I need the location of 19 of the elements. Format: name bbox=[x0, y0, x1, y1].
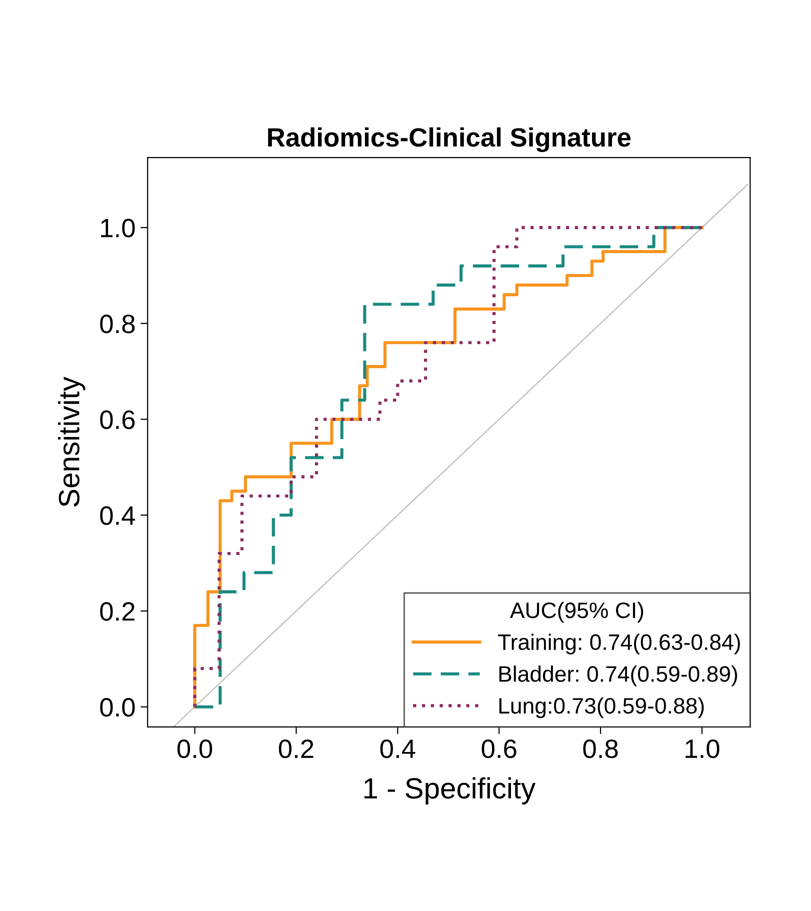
y-axis-title: Sensitivity bbox=[58, 376, 86, 507]
x-axis-title: 1 - Specificity bbox=[364, 777, 536, 804]
x-tick-label: 0.8 bbox=[583, 739, 618, 758]
y-tick-label: 0.2 bbox=[100, 602, 134, 621]
x-tick-label: 0.0 bbox=[177, 739, 212, 758]
legend-label: Lung:0.73(0.59-0.88) bbox=[499, 697, 704, 718]
y-tick-label: 0.4 bbox=[100, 506, 136, 525]
y-tick-label: 0.8 bbox=[100, 314, 135, 334]
legend-label: Training: 0.74(0.63-0.84) bbox=[498, 634, 740, 654]
y-tick-label: 0.6 bbox=[100, 410, 135, 430]
legend-label: Bladder: 0.74(0.59-0.89) bbox=[499, 666, 738, 686]
legend-title: AUC(95% CI) bbox=[510, 602, 644, 623]
x-tick-label: 0.2 bbox=[278, 739, 314, 758]
x-tick-label: 0.4 bbox=[380, 739, 416, 758]
x-tick-label: 1.0 bbox=[686, 739, 720, 758]
x-tick-label: 0.6 bbox=[482, 739, 516, 758]
y-tick-label: 1.0 bbox=[101, 218, 135, 238]
y-tick-label: 0.0 bbox=[100, 698, 135, 717]
chart-title: Radiomics-Clinical Signature bbox=[268, 127, 631, 152]
